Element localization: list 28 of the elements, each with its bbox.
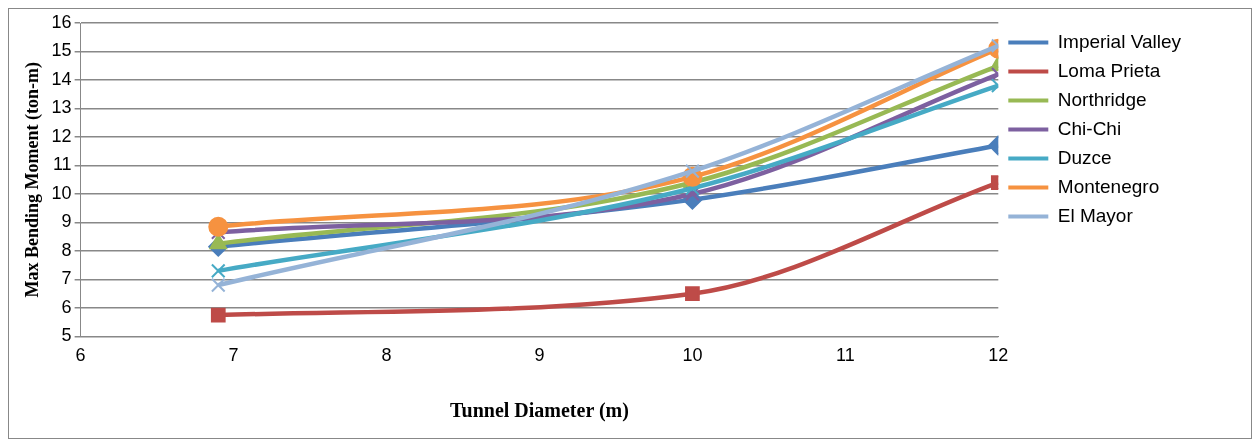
y-tick-label: 11	[52, 154, 72, 175]
legend-label: Duzce	[1057, 146, 1112, 168]
y-tick-label: 14	[51, 68, 72, 89]
y-tick-label: 16	[51, 11, 72, 32]
y-tick-label: 13	[51, 97, 72, 118]
x-tick-label: 11	[836, 345, 855, 366]
x-tick-label: 9	[534, 345, 545, 366]
legend-label: Imperial Valley	[1057, 30, 1182, 52]
y-tick-label: 9	[61, 211, 72, 232]
x-tick-label: 8	[381, 345, 392, 366]
y-tick-label: 7	[61, 268, 72, 289]
legend-label: Chi-Chi	[1057, 117, 1122, 139]
y-tick-label: 15	[51, 40, 72, 61]
x-tick-label: 7	[228, 345, 239, 366]
y-tick-label: 10	[51, 182, 72, 203]
legend-label: El Mayor	[1057, 204, 1134, 226]
legend-label: Montenegro	[1057, 175, 1160, 197]
legend-label: Northridge	[1057, 88, 1147, 110]
legend-label: Loma Prieta	[1057, 59, 1161, 81]
y-tick-label: 8	[61, 239, 72, 260]
x-tick-label: 6	[75, 345, 86, 366]
y-tick-label: 5	[61, 325, 72, 346]
y-axis-title: Max Bending Moment (ton-m)	[22, 61, 44, 298]
y-tick-label: 6	[61, 296, 72, 317]
x-axis-title: Tunnel Diameter (m)	[450, 399, 629, 423]
x-tick-label: 12	[988, 345, 1009, 366]
x-tick-label: 10	[682, 345, 703, 366]
y-tick-label: 12	[51, 125, 72, 146]
